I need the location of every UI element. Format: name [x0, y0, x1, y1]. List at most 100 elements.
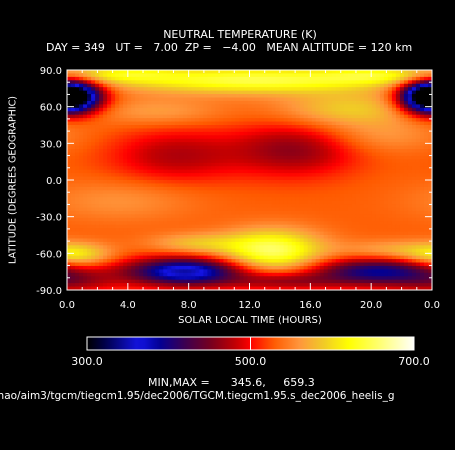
heatmap-cell: [291, 87, 297, 92]
heatmap-cell: [311, 155, 317, 160]
heatmap-cell: [375, 138, 381, 143]
heatmap-cell: [123, 252, 128, 257]
heatmap-cell: [347, 138, 353, 143]
heatmap-cell: [139, 228, 144, 233]
heatmap-cell: [95, 111, 100, 116]
heatmap-cell: [227, 241, 233, 246]
heatmap-cell: [79, 128, 84, 133]
heatmap-cell: [267, 224, 273, 229]
heatmap-cell: [223, 238, 229, 243]
heatmap-cell: [383, 186, 389, 191]
heatmap-cell: [255, 114, 261, 119]
heatmap-cell: [427, 131, 432, 136]
heatmap-cell: [419, 149, 425, 154]
heatmap-cell: [263, 169, 269, 174]
heatmap-cell: [215, 221, 221, 226]
heatmap-cell: [79, 238, 84, 243]
heatmap-cell: [227, 90, 233, 95]
heatmap-cell: [287, 248, 293, 253]
heatmap-cell: [91, 183, 96, 188]
heatmap-cell: [91, 255, 96, 260]
heatmap-cell: [151, 207, 156, 212]
heatmap-cell: [131, 80, 136, 85]
heatmap-cell: [243, 200, 249, 205]
heatmap-cell: [227, 183, 233, 188]
heatmap-cell: [287, 114, 293, 119]
heatmap-cell: [347, 210, 353, 215]
heatmap-cell: [427, 186, 432, 191]
heatmap-cell: [279, 90, 285, 95]
heatmap-cell: [351, 162, 357, 167]
heatmap-cell: [335, 238, 341, 243]
heatmap-cell: [415, 200, 421, 205]
heatmap-cell: [171, 94, 176, 99]
heatmap-cell: [399, 224, 405, 229]
heatmap-cell: [403, 121, 409, 126]
heatmap-cell: [259, 197, 265, 202]
heatmap-cell: [103, 80, 108, 85]
heatmap-cell: [359, 186, 365, 191]
heatmap-cell: [267, 176, 273, 181]
heatmap-cell: [259, 217, 265, 222]
heatmap-cell: [379, 255, 385, 260]
heatmap-cell: [219, 138, 225, 143]
heatmap-cell: [311, 248, 317, 253]
heatmap-cell: [79, 162, 84, 167]
heatmap-cell: [119, 228, 124, 233]
heatmap-cell: [191, 97, 196, 102]
heatmap-cell: [299, 128, 305, 133]
heatmap-cell: [79, 114, 84, 119]
heatmap-cell: [383, 248, 389, 253]
heatmap-cell: [187, 90, 192, 95]
heatmap-cell: [195, 100, 200, 105]
heatmap-cell: [363, 186, 369, 191]
heatmap-cell: [163, 131, 168, 136]
heatmap-cell: [335, 214, 341, 219]
heatmap-cell: [347, 149, 353, 154]
heatmap-cell: [219, 111, 225, 116]
heatmap-cell: [75, 118, 80, 123]
heatmap-cell: [279, 238, 285, 243]
heatmap-cell: [355, 125, 361, 130]
heatmap-cell: [167, 252, 172, 257]
heatmap-cell: [107, 245, 112, 250]
heatmap-cell: [303, 248, 309, 253]
heatmap-cell: [375, 145, 381, 150]
heatmap-cell: [403, 159, 409, 164]
heatmap-cell: [303, 166, 309, 171]
heatmap-cell: [91, 135, 96, 140]
heatmap-cell: [411, 241, 417, 246]
heatmap-cell: [95, 152, 100, 157]
heatmap-cell: [355, 186, 361, 191]
heatmap-cell: [171, 118, 176, 123]
heatmap-cell: [335, 155, 341, 160]
heatmap-cell: [343, 83, 349, 88]
heatmap-cell: [307, 155, 313, 160]
heatmap-cell: [67, 221, 72, 226]
heatmap-cell: [179, 245, 184, 250]
heatmap-cell: [223, 142, 229, 147]
heatmap-cell: [211, 231, 217, 236]
heatmap-cell: [371, 104, 377, 109]
heatmap-cell: [383, 128, 389, 133]
heatmap-cell: [147, 217, 152, 222]
heatmap-cell: [411, 118, 417, 123]
heatmap-cell: [283, 173, 289, 178]
heatmap-cell: [119, 83, 124, 88]
heatmap-cell: [255, 97, 261, 102]
heatmap-cell: [219, 204, 225, 209]
heatmap-cell: [175, 125, 180, 130]
heatmap-cell: [115, 245, 120, 250]
heatmap-cell: [127, 193, 132, 198]
heatmap-cell: [255, 107, 261, 112]
heatmap-cell: [147, 248, 152, 253]
heatmap-cell: [211, 207, 217, 212]
heatmap-cell: [315, 107, 321, 112]
heatmap-cell: [103, 90, 108, 95]
heatmap-cell: [139, 255, 144, 260]
heatmap-cell: [419, 169, 425, 174]
heatmap-cell: [335, 145, 341, 150]
heatmap-cell: [83, 76, 88, 81]
heatmap-cell: [411, 149, 417, 154]
heatmap-cell: [143, 241, 148, 246]
